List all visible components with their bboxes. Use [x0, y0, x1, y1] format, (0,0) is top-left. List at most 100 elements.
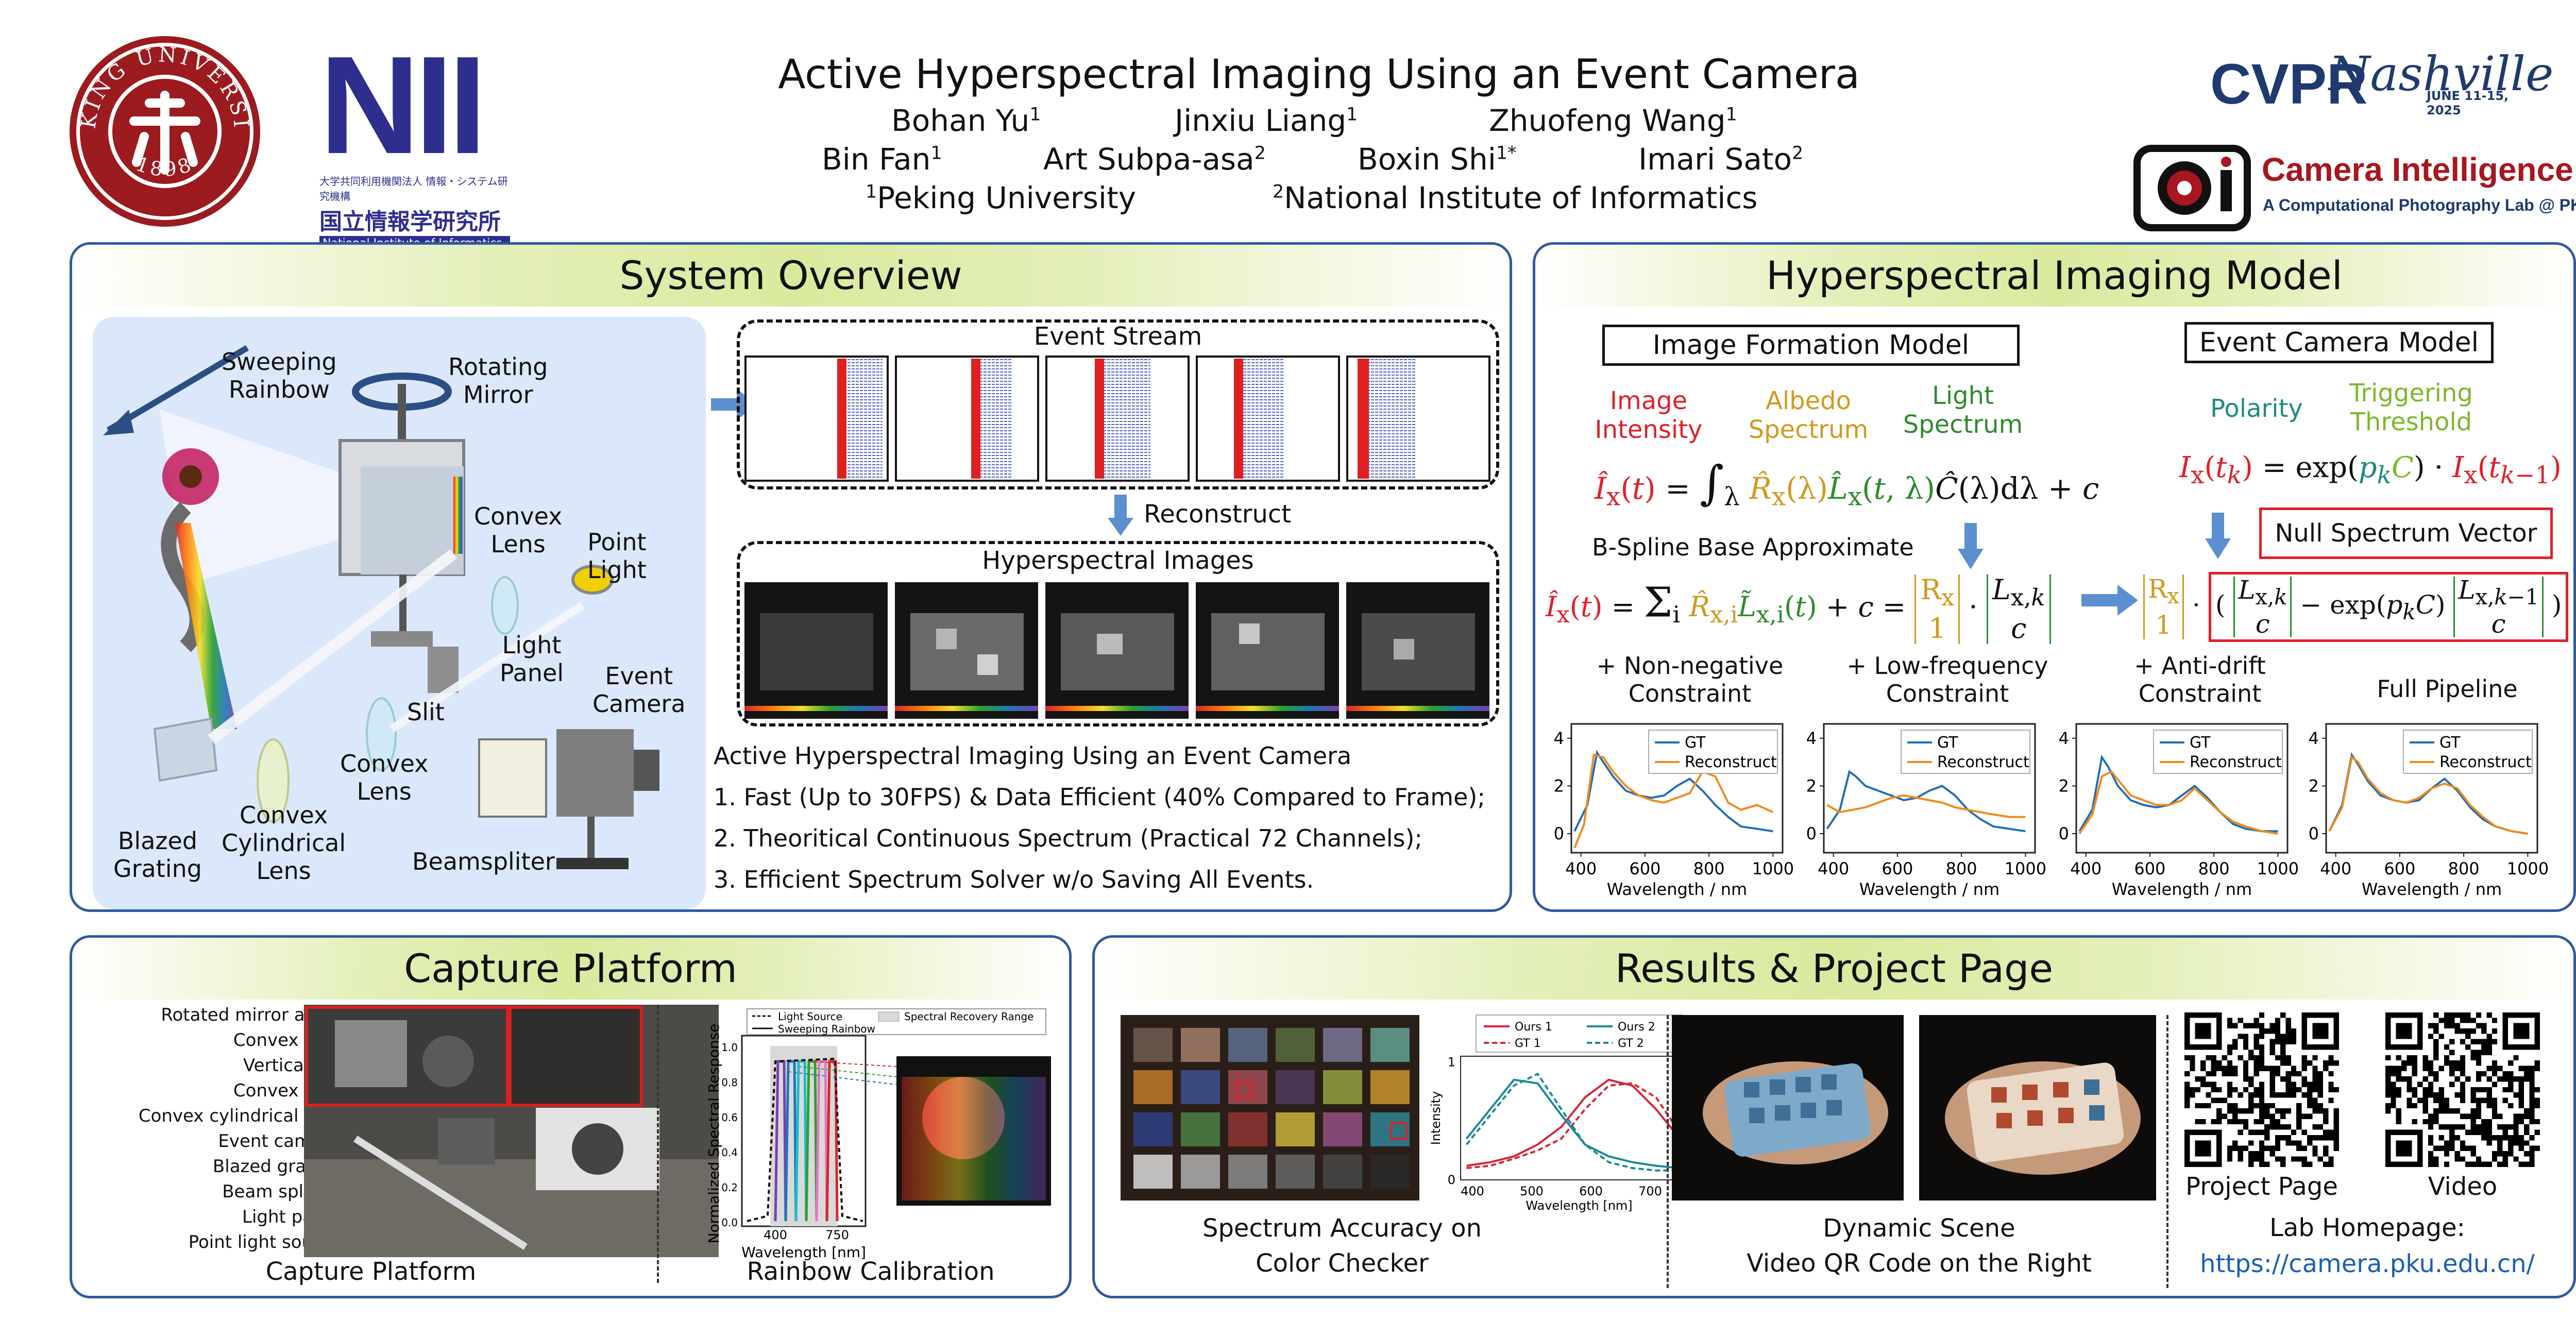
- dynamic-scene-frame-2: [1919, 1015, 2156, 1200]
- hs-frame-2: [895, 582, 1038, 719]
- x-tick-label: 1000: [2257, 859, 2299, 878]
- x-tick-label: 1000: [2005, 859, 2046, 878]
- event-frame-3: [1045, 356, 1190, 482]
- x-tick-label: 600: [2134, 859, 2165, 878]
- hs-frame-3: [1045, 582, 1189, 719]
- calib-ylabel: Normalized Spectral Response: [705, 1024, 722, 1244]
- bspline-label: B-Spline Base Approximate: [1592, 533, 1914, 561]
- color-patch: [1370, 1070, 1410, 1104]
- color-patch: [1133, 1112, 1173, 1146]
- lab-homepage-link[interactable]: https://camera.pku.edu.cn/: [2200, 1249, 2535, 1278]
- color-patch: [1133, 1028, 1173, 1062]
- panel-title: Hyperspectral Imaging Model: [1535, 245, 2573, 307]
- y-tick-label: 4: [2059, 729, 2069, 748]
- y-tick-label: 0: [2309, 824, 2319, 843]
- x-axis-label: Wavelength / nm: [1859, 880, 1999, 899]
- divider: [2166, 1015, 2168, 1288]
- x-tick-label: 500: [1520, 1184, 1544, 1198]
- event-camera-label: Event Camera Model: [2184, 322, 2494, 363]
- author-6: Boxin Shi1*: [1358, 142, 1517, 177]
- series-line-ours-2: [1465, 1078, 1698, 1170]
- color-checker-image: [1121, 1015, 1419, 1200]
- camera-icon: [2133, 145, 2251, 231]
- label-light-panel: Light Panel: [500, 631, 564, 687]
- patch-marker-2: [1390, 1122, 1408, 1140]
- legend-label: GT 2: [1618, 1037, 1644, 1050]
- qr-code-project-page[interactable]: [2184, 1012, 2339, 1167]
- legend-label: Ours 2: [1618, 1021, 1655, 1034]
- plot-title-3: + Anti-drift Constraint: [2134, 652, 2266, 707]
- color-patch: [1370, 1155, 1410, 1189]
- rainbow-calibration: Normalized Spectral Response Wavelength …: [675, 1005, 1066, 1262]
- color-patch: [1228, 1112, 1267, 1146]
- panel-results: Results & Project Page 400 500 600 700 0 1 Wav…: [1092, 935, 2576, 1298]
- y-tick-label: 0: [1554, 824, 1564, 843]
- optics-illustration: [103, 345, 659, 869]
- calib-legend-2: Sweeping Rainbow: [778, 1023, 875, 1035]
- dynamic-scene-frame-1: [1672, 1015, 1904, 1200]
- legend-label: Reconstruct: [1685, 753, 1777, 771]
- spectrum-plot-4: 400 600 800 1000 0 2 4 Wavelength / nm GTReconst…: [2309, 723, 2549, 899]
- x-tick-label: 400: [1565, 859, 1597, 878]
- series-line-ours-1: [1466, 1078, 1699, 1167]
- author-3: Zhuofeng Wang1: [1489, 103, 1737, 138]
- y-axis-label: Intensity: [1429, 1091, 1443, 1145]
- callout-item: Event camera: [218, 1131, 340, 1152]
- term-threshold: Triggering Threshold: [2349, 379, 2473, 436]
- callout-item: Convex cylindrical lens: [138, 1106, 340, 1126]
- description-title: Active Hyperspectral Imaging Using an Ev…: [714, 742, 1352, 770]
- qr-label-video: Video: [2428, 1172, 2498, 1201]
- color-patch: [1228, 1155, 1267, 1189]
- calib-ytick: 1.0: [721, 1041, 738, 1054]
- caption-spectrum-accuracy: Spectrum Accuracy on Color Checker: [1202, 1214, 1482, 1278]
- y-tick-label: 2: [1554, 776, 1564, 796]
- event-frame-2: [895, 356, 1039, 482]
- null-vector-label: Null Spectrum Vector: [2259, 508, 2553, 559]
- legend-label: GT: [1937, 734, 1958, 752]
- event-stream-box: [737, 319, 1499, 489]
- label-point-light: Point Light: [587, 528, 647, 584]
- x-tick-label: 400: [1461, 1184, 1484, 1198]
- nii-logo-text: NII: [319, 28, 487, 183]
- author-4: Bin Fan1: [822, 142, 942, 177]
- y-tick-label: 2: [2309, 776, 2319, 796]
- term-light: Light Spectrum: [1903, 381, 2023, 439]
- x-axis-label: Wavelength / nm: [2362, 880, 2502, 899]
- arrow-down-icon: [1108, 495, 1133, 536]
- series-line-gt: [1573, 750, 1773, 833]
- callout-item: Beam splitter: [222, 1181, 340, 1202]
- qr-code-video[interactable]: [2385, 1012, 2540, 1167]
- hyperspectral-box: [737, 541, 1499, 726]
- affiliation-1: 1Peking University: [866, 180, 1137, 215]
- color-patch: [1370, 1028, 1410, 1062]
- spectrum-plot-3: 400 600 800 1000 0 2 4 Wavelength / nm GTReconst…: [2059, 723, 2299, 899]
- lab-logo: Camera Intelligence A Computational Phot…: [2133, 144, 2576, 232]
- color-patch: [1228, 1028, 1267, 1062]
- color-patch: [1181, 1028, 1220, 1062]
- patch-marker-1: [1235, 1081, 1253, 1098]
- y-tick-label: 2: [1806, 776, 1817, 796]
- caption-dynamic-scene: Dynamic Scene Video QR Code on the Right: [1747, 1214, 2092, 1278]
- calib-xtick: 750: [825, 1228, 849, 1242]
- plot-title-2: + Low-frequency Constraint: [1846, 652, 2048, 707]
- label-beamsplitter: Beamspliter: [412, 848, 555, 875]
- color-patch: [1323, 1112, 1362, 1146]
- poster-title: Active Hyperspectral Imaging Using an Ev…: [778, 52, 1860, 98]
- nii-sub-jp: 大学共同利用機関法人 情報・システム研究機構: [319, 175, 508, 202]
- callout-item: Vertical slit: [243, 1055, 340, 1076]
- point-2: 2. Theoritical Continuous Spectrum (Prac…: [714, 824, 1422, 852]
- event-frame-4: [1196, 356, 1340, 482]
- caption-rainbow-calibration: Rainbow Calibration: [747, 1257, 995, 1286]
- event-frame-1: [744, 356, 889, 482]
- callout-item: Blazed grating: [212, 1156, 340, 1177]
- hs-frame-1: [744, 582, 888, 719]
- panel-model: Hyperspectral Imaging Model Image Format…: [1533, 242, 2576, 912]
- calib-ytick: 0.2: [721, 1181, 738, 1194]
- y-tick-label: 4: [1554, 729, 1564, 748]
- series-line-reconstruct: [1826, 794, 2026, 818]
- hs-frame-5: [1346, 582, 1489, 719]
- calib-legend-3: Spectral Recovery Range: [904, 1010, 1033, 1023]
- event-stream-frames: [744, 356, 1492, 482]
- legend-label: GT: [1685, 734, 1706, 752]
